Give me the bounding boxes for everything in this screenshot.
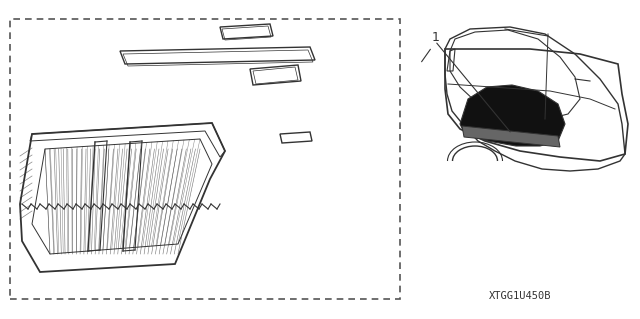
- Polygon shape: [462, 126, 560, 147]
- Polygon shape: [460, 85, 565, 146]
- Text: 1: 1: [432, 31, 440, 44]
- Text: XTGG1U450B: XTGG1U450B: [489, 291, 551, 301]
